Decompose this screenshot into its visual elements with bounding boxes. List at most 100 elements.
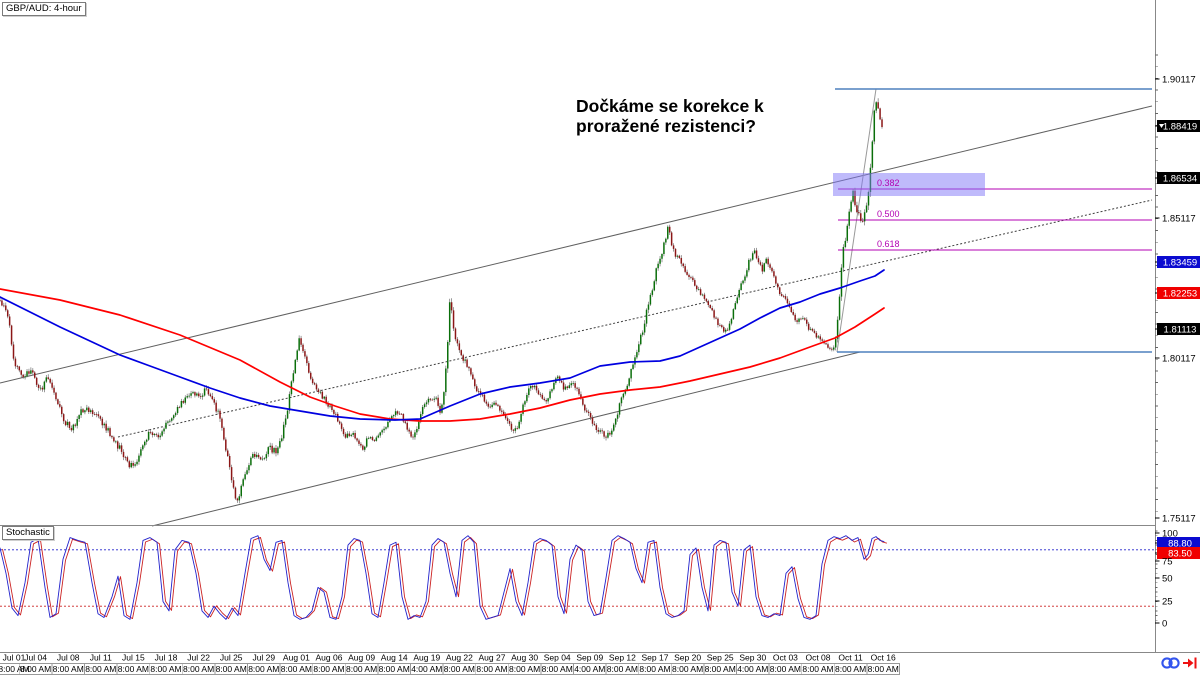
indicator-label: Stochastic: [2, 526, 54, 540]
y-axis-label: 75: [1162, 557, 1173, 568]
candles-down: [0, 102, 883, 501]
stoch-k-line: [0, 535, 885, 620]
chart-link-icon[interactable]: [1161, 657, 1180, 669]
channel-lower-line: [151, 351, 861, 527]
x-axis-date-label: Oct 16: [871, 653, 896, 663]
x-axis-time-label: 4:00 AM: [737, 664, 768, 674]
price-badge-label: 1.81113: [1164, 325, 1197, 336]
annotation-line-1: Dočkáme se korekce k: [576, 96, 764, 116]
x-axis-date-label: Sep 20: [674, 653, 701, 663]
y-axis-label: 25: [1162, 597, 1173, 608]
x-axis-time-label: 8:00 AM: [118, 664, 149, 674]
corner-icons: [1161, 657, 1197, 669]
x-axis-date-label: Oct 03: [773, 653, 798, 663]
price-badge: [1157, 256, 1200, 268]
annotation-line-2: proražené rezistenci?: [576, 116, 756, 136]
x-axis-date-label: Sep 12: [609, 653, 636, 663]
fib-level-label: 0.500: [877, 209, 900, 219]
x-axis-date-label: Aug 27: [479, 653, 506, 663]
x-axis-time-label: 8:00 AM: [672, 664, 703, 674]
x-axis-time-label: 8:00 AM: [313, 664, 344, 674]
annotation-text: Dočkáme se korekce k proražené rezistenc…: [576, 96, 764, 136]
x-axis-time-label: 8:00 AM: [770, 664, 801, 674]
channel-upper-line: [0, 105, 1153, 384]
x-axis-date-label: Aug 30: [511, 653, 538, 663]
x-axis-time-label: 8:00 AM: [444, 664, 475, 674]
y-axis-label: 1.75117: [1162, 514, 1196, 525]
x-axis-date-label: Jul 25: [220, 653, 243, 663]
price-badge: [1157, 172, 1200, 184]
last-tick-arrow-icon: [1159, 124, 1164, 128]
fib-level-label: 0.382: [877, 178, 900, 188]
y-axis-label: 1.80117: [1162, 354, 1196, 365]
x-axis-time-label: 8:00 AM: [835, 664, 866, 674]
price-badge: [1157, 287, 1200, 299]
x-axis-time-label: 8:00 AM: [53, 664, 84, 674]
y-axis-label: 0: [1162, 619, 1167, 630]
x-axis-date-label: Aug 01: [283, 653, 310, 663]
symbol-timeframe-label: GBP/AUD: 4-hour: [2, 2, 86, 16]
x-axis-date-label: Jul 01: [3, 653, 26, 663]
price-badge-label: 88.80: [1168, 539, 1192, 550]
x-axis-time-label: 8:00 AM: [509, 664, 540, 674]
scroll-to-end-icon[interactable]: [1183, 657, 1197, 669]
x-axis-date-label: Aug 22: [446, 653, 473, 663]
x-axis-time-label: 8:00 AM: [183, 664, 214, 674]
ma-red-line: [0, 288, 885, 422]
price-badge-label: 1.86534: [1163, 174, 1197, 185]
price-badge: [1157, 323, 1200, 335]
candle-wicks: [0, 98, 883, 504]
x-axis-date-label: Oct 08: [805, 653, 830, 663]
price-badge-label: 1.88419: [1163, 122, 1197, 133]
x-axis-date-label: Jul 18: [155, 653, 178, 663]
x-axis-time-label: 8:00 AM: [607, 664, 638, 674]
x-axis-time-label: 8:00 AM: [150, 664, 181, 674]
y-axis-label: 1.85117: [1162, 214, 1196, 225]
x-axis-time-label: 8:00 AM: [216, 664, 247, 674]
x-axis-date-label: Aug 06: [316, 653, 343, 663]
x-axis-date-label: Jul 22: [187, 653, 210, 663]
price-badge-label: 1.82253: [1163, 289, 1197, 300]
x-axis-time-label: 8:00 AM: [20, 664, 51, 674]
price-badge: [1157, 120, 1200, 132]
x-axis-date-label: Sep 09: [576, 653, 603, 663]
ma-blue-line: [0, 269, 885, 421]
x-axis-time-label: 4:00 AM: [574, 664, 605, 674]
x-axis-date-label: Oct 11: [838, 653, 863, 663]
y-axis-label: 50: [1162, 574, 1173, 585]
x-axis-time-label: 8:00 AM: [379, 664, 410, 674]
x-axis-date-label: Jul 11: [90, 653, 112, 663]
x-axis-date-label: Jul 29: [252, 653, 275, 663]
x-axis-time-label: 8:00 AM: [248, 664, 279, 674]
fib-highlight-zone: [833, 173, 985, 196]
fib-level-label: 0.618: [877, 239, 900, 249]
x-axis-time-label: 8:00 AM: [802, 664, 833, 674]
x-axis-time-label: 8:00 AM: [639, 664, 670, 674]
x-axis-time-label: 8:00 AM: [868, 664, 899, 674]
channel-median-line: [117, 199, 1153, 438]
x-axis-date-label: Aug 14: [381, 653, 408, 663]
y-axis-label: 100: [1162, 529, 1178, 540]
x-axis-date-label: Sep 30: [739, 653, 766, 663]
price-badge: [1157, 547, 1200, 559]
x-axis-date-label: Sep 04: [544, 653, 571, 663]
x-axis-time-label: 4:00 AM: [411, 664, 442, 674]
x-axis-time-label: 8:00 AM: [85, 664, 116, 674]
x-axis-date-label: Jul 15: [122, 653, 145, 663]
y-axis-label: 1.90117: [1162, 75, 1196, 86]
x-axis-date-label: Aug 09: [348, 653, 375, 663]
price-badge-label: 1.83459: [1163, 258, 1197, 269]
x-axis-time-label: 8:00 AM: [705, 664, 736, 674]
x-axis-date-label: Aug 19: [413, 653, 440, 663]
x-axis-time-label: 8:00 AM: [346, 664, 377, 674]
x-axis-date-label: Jul 08: [57, 653, 80, 663]
x-axis-time-label: 8:00 AM: [542, 664, 573, 674]
candles-up: [24, 102, 877, 501]
price-badge-label: 83.50: [1168, 549, 1192, 560]
x-axis-date-label: Jul 04: [24, 653, 47, 663]
x-axis-time-label: 8:00 AM: [476, 664, 507, 674]
x-axis-time-label: 8:00 AM: [0, 664, 30, 674]
x-axis-date-label: Sep 25: [707, 653, 734, 663]
